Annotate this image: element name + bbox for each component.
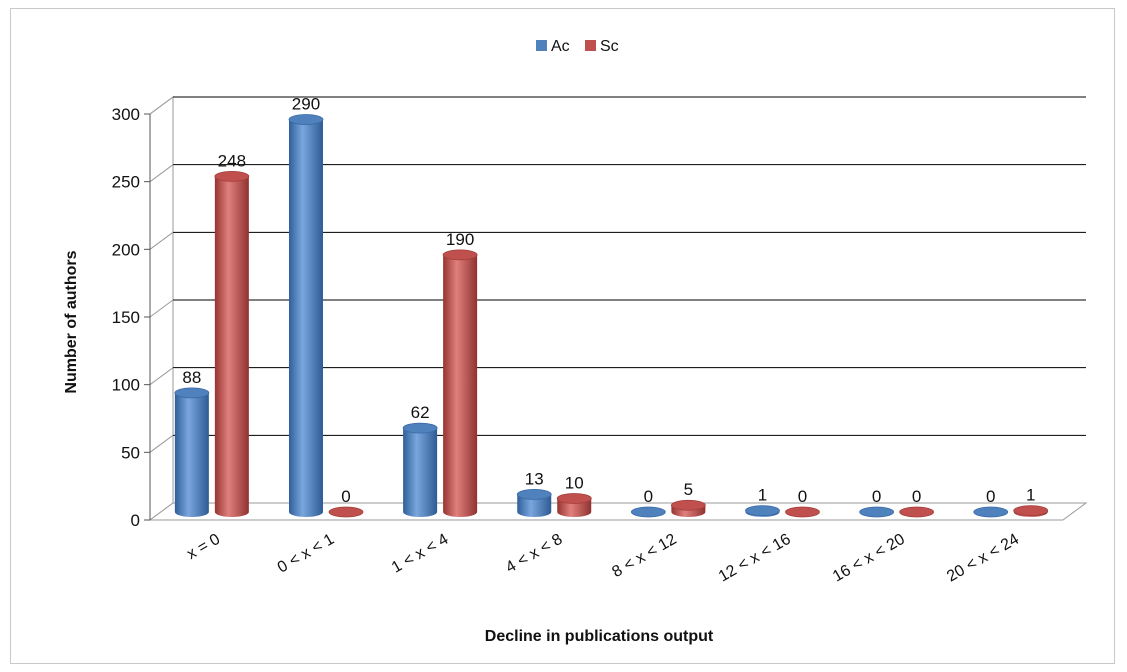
bar-top [328,506,364,518]
bar-ac [745,505,780,517]
data-label: 0 [986,487,995,506]
bar-ac [973,506,1009,518]
bar-ac [859,506,895,518]
bar-body [443,254,478,517]
bar-sc [214,170,250,517]
bar-top [899,506,935,518]
bar-sc [328,506,364,518]
y-tick-label: 250 [112,173,140,192]
legend-label-sc: Sc [600,38,619,55]
gridline-side [149,299,174,318]
bar-top [174,387,210,399]
bar-top [670,499,706,511]
data-label: 290 [292,95,320,114]
bar-body [174,392,209,517]
x-tick-label: 4 < x < 8 [503,531,566,577]
bar-sc [899,506,935,518]
bar-top [859,506,895,518]
gridline-side [149,96,174,115]
bar-sc [442,249,478,517]
floor [148,502,1088,521]
data-label: 62 [411,403,430,422]
legend-swatch-ac [536,40,547,51]
data-label: 0 [798,487,807,506]
data-label: 5 [684,480,693,499]
x-tick-label: 12 < x < 16 [716,531,794,586]
x-tick-label: 20 < x < 24 [944,531,1022,586]
bar-sc [670,499,706,517]
bar-top [516,489,552,500]
bar-ac [516,489,552,517]
y-tick-label: 0 [131,511,140,530]
bar-top [1013,505,1049,517]
data-label: 13 [525,469,544,488]
x-tick-label: 16 < x < 20 [830,531,908,586]
gridline-side [149,367,174,386]
y-tick-label: 200 [112,240,140,259]
bar-top [973,506,1009,518]
gridline-side [149,434,174,453]
y-axis: 0 50 100 150 200 250 300 [112,105,151,530]
gridlines [149,96,1086,453]
data-label: 0 [341,487,350,506]
data-label: 10 [565,473,584,492]
bar-ac [288,114,324,518]
x-tick-label: x = 0 [184,531,223,563]
y-tick-label: 150 [112,308,140,327]
bar-top [214,170,250,182]
bar-top [630,506,666,518]
data-label: 248 [218,151,246,170]
legend: Ac Sc [536,38,619,55]
x-axis-title: Decline in publications output [485,628,714,645]
bar-ac [174,387,210,517]
bar-top [556,493,592,504]
data-label: 1 [1026,486,1035,505]
bar-body [517,494,552,517]
bar-ac [630,506,666,518]
y-tick-label: 300 [112,105,140,124]
gridline-side [149,164,174,183]
y-tick-label: 50 [121,443,140,462]
bar-top [402,422,438,434]
bar-body [288,119,323,518]
bar-body [214,176,249,517]
gridline-side [149,231,174,250]
data-label: 190 [446,230,474,249]
chart-frame [10,8,1115,664]
y-tick-label: 100 [112,376,140,395]
bar-top [288,114,324,125]
bar-top [745,505,780,517]
y-axis-title: Number of authors [63,250,80,393]
x-tick-label: 8 < x < 12 [609,531,679,581]
bar-ac [402,422,438,517]
data-label: 0 [912,487,921,506]
x-axis: x = 0 0 < x < 1 1 < x < 4 4 < x < 8 8 < x < … [184,531,1022,586]
legend-swatch-sc [585,40,596,51]
data-label: 0 [644,487,653,506]
bar-sc [785,506,820,518]
data-label: 0 [872,487,881,506]
bar-sc [1013,505,1049,517]
bar-top [785,506,820,518]
x-tick-label: 0 < x < 1 [275,531,338,577]
bar-top [442,249,478,261]
bar-body [403,428,438,517]
bar-sc [556,493,592,517]
data-label: 1 [758,486,767,505]
x-tick-label: 1 < x < 4 [389,531,452,577]
data-label: 88 [182,368,201,387]
legend-label-ac: Ac [551,38,570,55]
